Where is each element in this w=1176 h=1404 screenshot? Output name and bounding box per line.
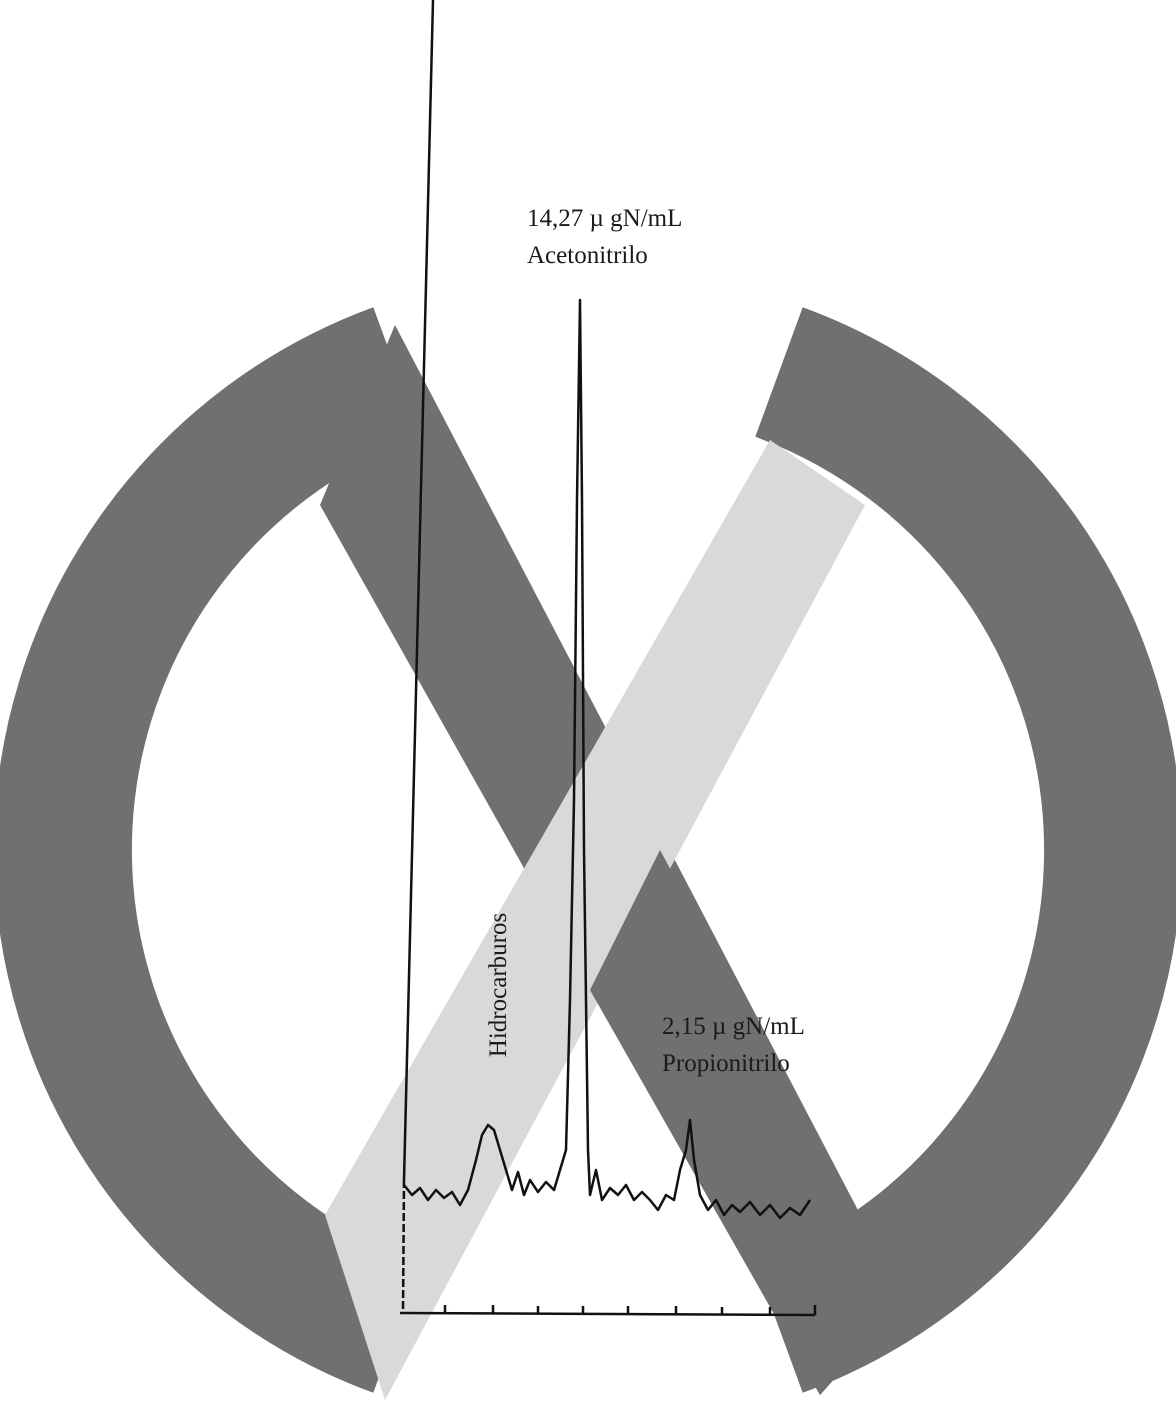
chromatogram-figure: 14,27 µ gN/mL Acetonitrilo Hidrocarburos…	[0, 0, 1176, 1404]
page: 14,27 µ gN/mL Acetonitrilo Hidrocarburos…	[0, 0, 1176, 1404]
time-axis	[400, 1305, 815, 1315]
acetonitrile-label: Acetonitrilo	[527, 242, 648, 269]
propionitrile-concentration: 2,15 µ gN/mL	[662, 1013, 805, 1040]
watermark	[63, 325, 1113, 1400]
propionitrile-label: Propionitrilo	[662, 1050, 790, 1077]
acetonitrile-concentration: 14,27 µ gN/mL	[527, 205, 682, 232]
hydrocarbons-label: Hidrocarburos	[485, 913, 512, 1057]
